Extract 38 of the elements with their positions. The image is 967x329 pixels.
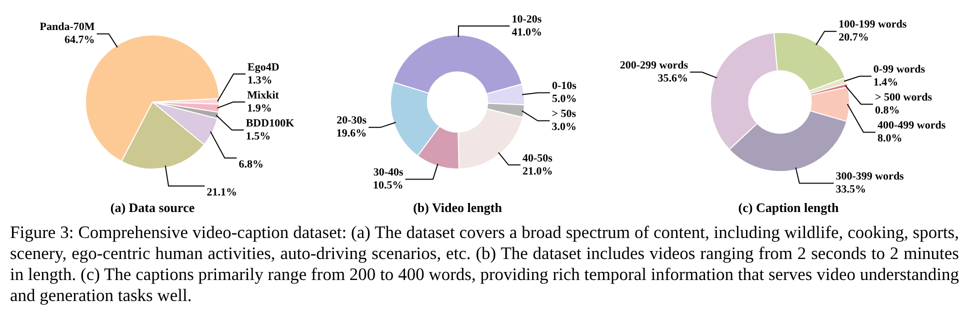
slice-label: 20-30s xyxy=(336,114,368,127)
slice-label: > 500 words xyxy=(875,92,933,104)
data-label: 10.5% xyxy=(373,180,404,192)
data-label: 1.9% xyxy=(247,102,272,114)
slice-label: 400-499 words xyxy=(877,120,946,132)
data-label: 0.8% xyxy=(875,104,900,117)
slice-label: 40-50s xyxy=(522,152,554,164)
data-label: 3.0% xyxy=(552,121,576,134)
data-label: 19.6% xyxy=(336,128,367,140)
slice-label: > 50s xyxy=(552,108,577,120)
data-label: 35.6% xyxy=(658,72,688,85)
slice-label: BDD100K xyxy=(246,117,295,130)
slice-label: Panda-70M xyxy=(40,21,96,34)
slice-label: Mixkit xyxy=(247,89,280,102)
data-label: 1.5% xyxy=(246,130,271,142)
slice-label: 0-10s xyxy=(552,80,578,92)
slice-label: Ego4D xyxy=(247,61,280,74)
data-label: 21.1% xyxy=(206,186,237,198)
slice-label: 30-40s xyxy=(373,166,404,179)
data-label: 20.7% xyxy=(838,32,869,44)
slice-label: 10-20s xyxy=(512,13,542,26)
slice-label: 300-399 words xyxy=(836,170,905,183)
slice-label: 100-199 words xyxy=(838,18,908,31)
data-label: 21.0% xyxy=(522,165,553,178)
text: (a) Data source xyxy=(109,200,196,216)
text: (b) Video length xyxy=(412,200,503,216)
text: (c) Caption length xyxy=(737,200,840,216)
data-label: 1.4% xyxy=(873,76,898,89)
caption: Figure 3: Comprehensive video-caption dataset: (a) The dataset covers a broad spectrum of content, including wildlife, cooking, sports, scenery, ego-centric human activities, auto-driving scenarios, etc. (b) The dataset includes videos ranging from 2 seconds to 2 minutes in length. (c) The captions primarily range from 200 to 400 words, providing rich temporal information that serves video understanding and generation tasks well. xyxy=(10,222,959,305)
data-label: 5.0% xyxy=(552,93,577,106)
data-label: 1.3% xyxy=(247,74,272,86)
data-label: 8.0% xyxy=(877,132,902,145)
data-label: 33.5% xyxy=(836,184,866,196)
slice-label: 200-299 words xyxy=(620,60,689,72)
data-label: 64.7% xyxy=(64,34,95,46)
slice-label: 0-99 words xyxy=(873,64,926,76)
data-label: 41.0% xyxy=(512,26,542,38)
data-label: 6.8% xyxy=(238,158,264,170)
